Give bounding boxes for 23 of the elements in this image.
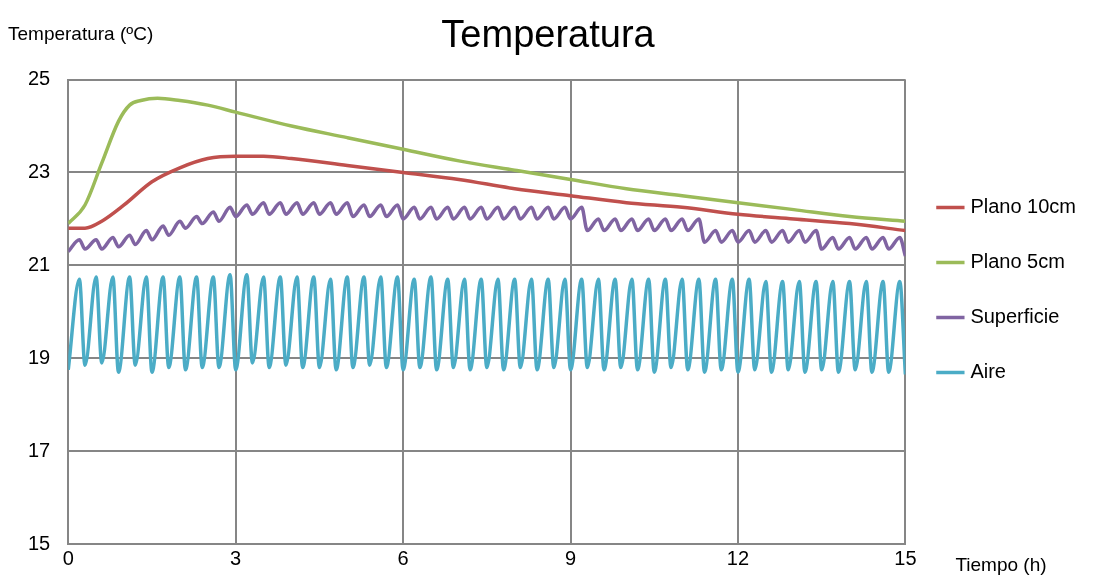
x-tick-label: 9 — [564, 546, 577, 569]
y-tick-label: 21 — [28, 252, 51, 275]
chart-title: Temperatura — [441, 13, 656, 56]
y-tick-label: 17 — [28, 438, 51, 461]
legend-label: Plano 10cm — [970, 195, 1077, 218]
legend-label: Plano 5cm — [970, 250, 1065, 273]
x-tick-label: 3 — [230, 546, 242, 569]
line-series — [68, 96, 906, 226]
line-series — [68, 272, 906, 377]
x-axis-title: Tiempo (h) — [955, 554, 1047, 576]
x-tick-label: 15 — [894, 546, 917, 569]
y-tick-label: 19 — [28, 345, 51, 368]
legend-label: Superficie — [970, 305, 1060, 328]
line-series — [68, 200, 906, 258]
x-tick-label: 12 — [726, 546, 750, 569]
x-tick-label: 0 — [62, 546, 74, 569]
legend-label: Aire — [970, 360, 1006, 383]
y-tick-label: 23 — [28, 160, 51, 182]
y-tick-label: 15 — [28, 531, 51, 554]
x-tick-label: 6 — [397, 546, 409, 569]
line-series — [68, 154, 906, 233]
y-tick-label: 25 — [28, 67, 51, 90]
y-axis-title: Temperatura (ºC) — [8, 23, 154, 45]
